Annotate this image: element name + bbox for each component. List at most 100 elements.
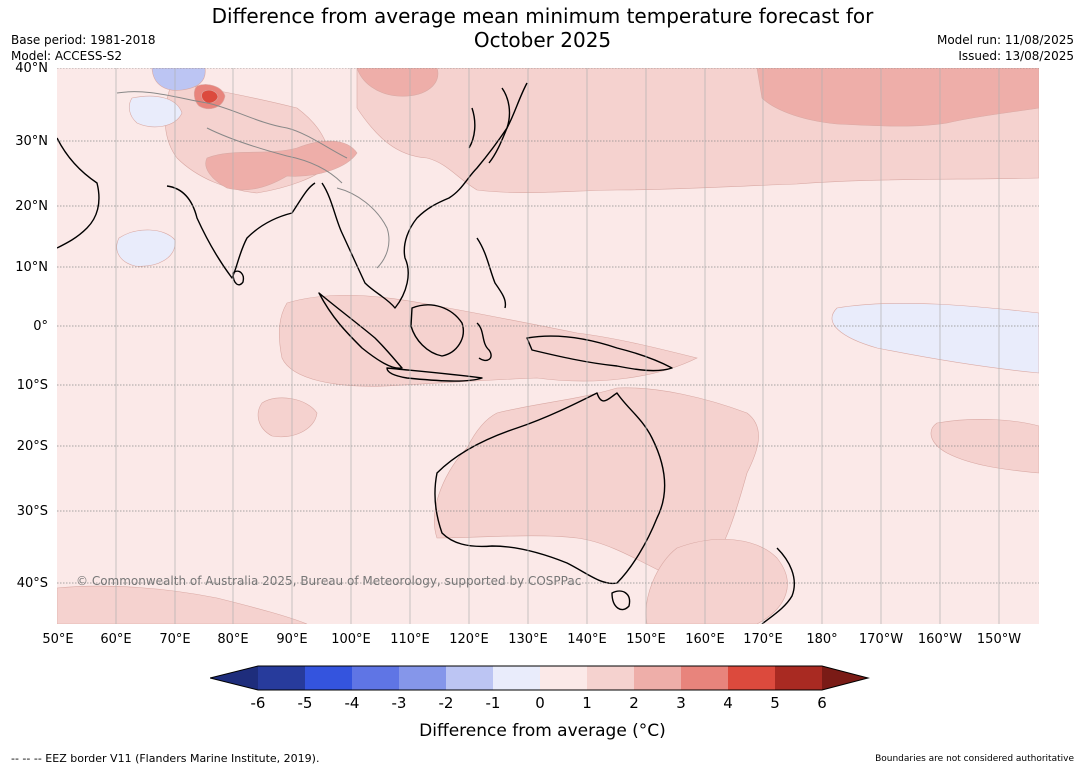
colorbar-tick--2: -2 (438, 694, 454, 712)
colorbar-tick-0: 0 (535, 694, 545, 712)
anomaly-north-pacific-warm (756, 68, 1039, 127)
anomaly-indian-ocean-cool (116, 229, 176, 267)
colorbar-tick--5: -5 (297, 694, 313, 712)
lon-label-90e: 90°E (276, 632, 308, 647)
model-name: Model: ACCESS-S2 (11, 49, 123, 63)
lon-label-110e: 110°E (390, 632, 430, 647)
colorbar-tick-4: 4 (723, 694, 733, 712)
colorbar-tick-1: 1 (582, 694, 592, 712)
model-run: Model run: 11/08/2025 (936, 33, 1074, 47)
lon-label-70e: 70°E (159, 632, 191, 647)
lat-label-40s: 40°S (16, 576, 48, 591)
lat-label-30s: 30°S (16, 504, 48, 519)
colorbar-bin-6 (493, 666, 540, 690)
colorbar-tick-5: 5 (770, 694, 780, 712)
colorbar-tick--6: -6 (250, 694, 266, 712)
copyright-notice: © Commonwealth of Australia 2025, Bureau… (76, 574, 582, 588)
coast-arabia (57, 137, 100, 249)
colorbar-under-arrow (210, 666, 258, 690)
lon-label-180: 180° (806, 632, 838, 647)
colorbar-bin-7 (540, 666, 587, 690)
coast-tasmania (611, 590, 631, 611)
border-asia-1 (116, 91, 348, 159)
coast-korea (468, 107, 476, 149)
colorbar-tick-6: 6 (817, 694, 827, 712)
run-info: Model run: 11/08/2025 Issued: 13/08/2025 (937, 32, 1074, 64)
lon-label-160e: 160°E (685, 632, 725, 647)
coast-java (386, 367, 483, 382)
colorbar-outline (210, 665, 870, 691)
anomaly-equatorial-pacific-cool (831, 302, 1039, 374)
lat-label-10s: 10°S (16, 378, 48, 393)
colorbar-over-arrow (822, 666, 868, 690)
colorbar-title: Difference from average (°C) (419, 721, 666, 741)
lat-label-10n: 10°N (15, 260, 48, 275)
colorbar-bin-8 (587, 666, 634, 690)
colorbar-bin-11 (728, 666, 775, 690)
colorbar-tick--3: -3 (391, 694, 407, 712)
meridians (115, 68, 1000, 624)
coast-sri-lanka (232, 270, 245, 286)
colorbar-bin-10 (681, 666, 728, 690)
boundary-disclaimer: Boundaries are not considered authoritat… (875, 754, 1074, 764)
anomaly-japan-warm (356, 68, 439, 97)
lat-label-30n: 30°N (15, 134, 48, 149)
anomaly-central-asia-cool (151, 68, 206, 91)
coastlines (57, 82, 795, 624)
coast-borneo (410, 304, 464, 357)
eez-border-note: -- -- -- EEZ border V11 (Flanders Marine… (11, 752, 320, 765)
lon-label-170e: 170°E (743, 632, 783, 647)
title-line-2: October 2025 (473, 28, 612, 52)
lat-label-20s: 20°S (16, 439, 48, 454)
base-period: Base period: 1981-2018 (11, 33, 156, 47)
lon-label-150e: 150°E (626, 632, 666, 647)
map-title: Difference from average mean minimum tem… (0, 4, 1085, 52)
lat-label-20n: 20°N (15, 199, 48, 214)
coast-new-guinea (526, 335, 673, 372)
colorbar-bin-2 (305, 666, 352, 690)
colorbar-tick-2: 2 (629, 694, 639, 712)
coast-japan (488, 87, 511, 164)
lon-label-160w: 160°W (917, 632, 963, 647)
issued-date: Issued: 13/08/2025 (958, 49, 1074, 63)
lon-label-140e: 140°E (567, 632, 607, 647)
anomaly-fields (57, 68, 1039, 624)
lat-label-0: 0° (33, 319, 48, 334)
coast-sulawesi (476, 322, 492, 362)
country-borders (116, 91, 390, 269)
lon-label-170w: 170°W (858, 632, 904, 647)
border-asia-2 (206, 127, 343, 184)
colorbar-bin-4 (399, 666, 446, 690)
coast-india (166, 182, 316, 279)
colorbar-bin-3 (352, 666, 399, 690)
coast-indochina (321, 82, 528, 309)
anomaly-arabia-cool (128, 95, 183, 128)
lon-label-80e: 80°E (217, 632, 249, 647)
colorbar-bin-12 (775, 666, 822, 690)
anomaly-himalaya-core (201, 89, 219, 104)
colorbar-tick--1: -1 (485, 694, 501, 712)
colorbar-tick--4: -4 (344, 694, 360, 712)
coast-australia (434, 392, 666, 585)
coast-philippines (476, 237, 507, 309)
anomaly-tasman (645, 539, 788, 624)
coast-sumatra (318, 292, 403, 369)
lon-label-130e: 130°E (508, 632, 548, 647)
lon-label-120e: 120°E (449, 632, 489, 647)
colorbar-bin-5 (446, 666, 493, 690)
lon-label-60e: 60°E (100, 632, 132, 647)
colorbar-tick-3: 3 (676, 694, 686, 712)
model-info: Base period: 1981-2018 Model: ACCESS-S2 (11, 32, 156, 64)
colorbar-bin-9 (634, 666, 681, 690)
border-asia-3 (336, 187, 390, 269)
forecast-map[interactable] (57, 68, 1039, 624)
lon-label-150w: 150°W (976, 632, 1022, 647)
anomaly-southern-ocean (57, 585, 308, 624)
anomaly-south-indian (257, 397, 318, 438)
anomaly-tibet-warm (205, 140, 358, 191)
title-line-1: Difference from average mean minimum tem… (211, 4, 874, 28)
colorbar (210, 665, 870, 691)
colorbar-bin-1 (258, 666, 305, 690)
lat-label-40n: 40°N (15, 61, 48, 76)
lon-label-50e: 50°E (42, 632, 74, 647)
